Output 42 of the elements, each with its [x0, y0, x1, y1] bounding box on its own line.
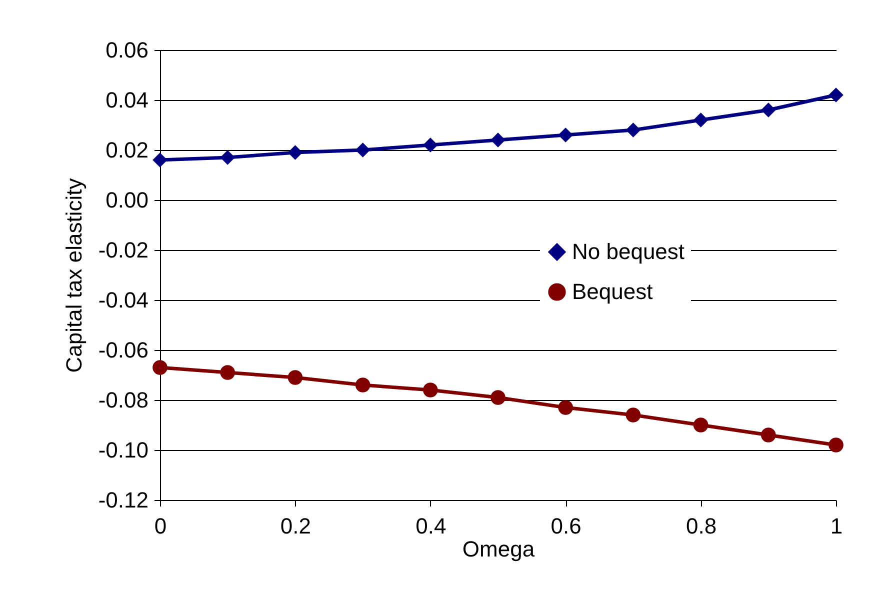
y-tick-label: -0.10	[98, 438, 148, 462]
x-tick-label: 0.6	[550, 514, 582, 538]
point	[152, 360, 168, 375]
point	[828, 88, 844, 102]
point	[626, 408, 641, 422]
legend-label: No bequest	[572, 239, 685, 264]
x-tick-label: 0.8	[686, 514, 717, 538]
y-tick-label: 0.06	[106, 38, 148, 62]
point	[220, 150, 236, 165]
point	[220, 365, 236, 380]
y-axis-title: Capital tax elasticity	[61, 178, 86, 373]
point	[490, 390, 506, 405]
x-tick-label: 0	[154, 514, 167, 538]
point	[288, 370, 303, 385]
y-tick-label: 0.00	[106, 188, 148, 212]
point	[355, 142, 370, 158]
point	[693, 112, 708, 128]
point	[152, 152, 168, 168]
y-tick-label: 0.04	[106, 88, 148, 112]
point	[422, 382, 438, 398]
point	[422, 138, 438, 152]
point	[760, 102, 776, 118]
point	[760, 428, 776, 442]
y-tick-label: -0.08	[98, 388, 148, 412]
x-tick-label: 0.4	[416, 514, 446, 538]
legend-label: Bequest	[572, 279, 653, 304]
x-tick-label: 0.2	[280, 514, 311, 538]
point	[693, 418, 708, 432]
y-tick-label: -0.02	[98, 238, 148, 262]
point	[626, 122, 641, 138]
point	[558, 128, 574, 142]
y-tick-label: -0.06	[98, 338, 148, 362]
y-tick-label: -0.12	[98, 488, 148, 512]
y-tick-label: -0.04	[98, 288, 148, 312]
y-tick-label: 0.02	[106, 138, 148, 162]
point	[355, 378, 370, 392]
point	[288, 145, 303, 160]
x-axis-title: Omega	[462, 536, 536, 562]
point	[490, 132, 506, 148]
point	[828, 438, 844, 452]
x-tick-label: 1	[830, 514, 843, 538]
point	[558, 400, 574, 415]
